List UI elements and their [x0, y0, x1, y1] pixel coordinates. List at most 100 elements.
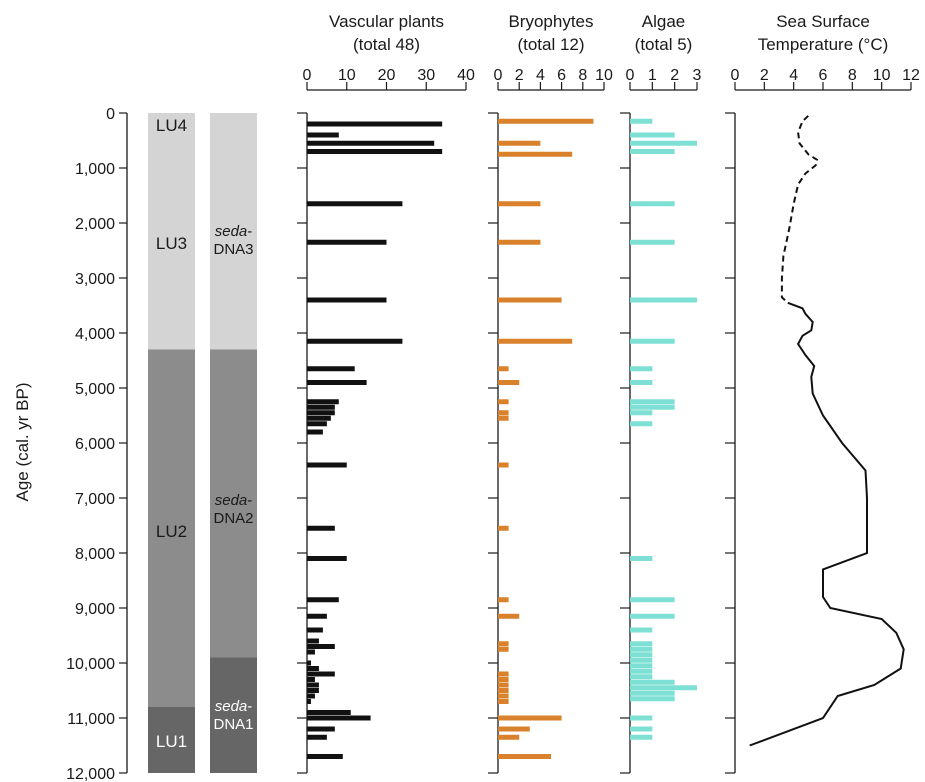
panel-x-tick-label: 2 [670, 67, 679, 84]
data-bar [307, 525, 335, 531]
lithology-unit [148, 707, 195, 773]
sedadna-zone [210, 349, 257, 658]
data-bar [630, 366, 653, 372]
sst-subtitle: Temperature (°C) [758, 35, 889, 54]
data-bar [498, 399, 509, 405]
data-bar [307, 366, 355, 372]
data-bar [307, 132, 339, 138]
data-bar [630, 627, 653, 633]
data-bar [307, 597, 339, 603]
sedadna-zone-label: DNA2 [213, 510, 253, 527]
sst-x-tick-label: 8 [848, 67, 857, 84]
data-bar [498, 613, 520, 619]
sedadna-hyphen: - [247, 698, 252, 715]
panel-x-tick-label: 0 [303, 67, 312, 84]
data-bar [307, 715, 371, 721]
data-bar [498, 693, 509, 699]
age-tick-label: 2,000 [75, 216, 115, 233]
data-bar [307, 688, 319, 693]
sedadna-zone-label-prefix: seda- [215, 223, 253, 240]
sedadna-italic: seda [215, 223, 248, 240]
data-bar [498, 380, 520, 385]
lithology-unit-label: LU4 [156, 116, 187, 135]
data-bar [498, 699, 509, 704]
lithology-unit [148, 113, 195, 135]
data-bar [307, 613, 327, 619]
data-bar [630, 652, 653, 658]
panel-x-tick-label: 20 [378, 67, 396, 84]
data-bar [307, 140, 435, 146]
panel-x-tick-label: 1 [648, 67, 657, 84]
data-bar [307, 429, 323, 435]
panel-x-tick-label: 3 [693, 67, 702, 84]
age-axis-label: Age (cal. yr BP) [13, 382, 32, 501]
sedadna-zone-label-prefix: seda- [215, 698, 253, 715]
lithology-unit [148, 135, 195, 350]
data-bar [307, 649, 315, 655]
data-bar [498, 646, 509, 652]
data-bar [630, 149, 675, 154]
data-bar [307, 410, 335, 416]
age-tick-label: 6,000 [75, 436, 115, 453]
data-bar [307, 556, 347, 561]
data-bar [630, 410, 653, 416]
data-bar [630, 404, 675, 410]
panel-x-tick-label: 40 [457, 67, 475, 84]
sedadna-zone-label: DNA3 [213, 241, 253, 258]
data-bar [630, 380, 653, 385]
lithology-unit-label: LU2 [156, 522, 187, 541]
sedadna-zone [210, 657, 257, 773]
age-tick-label: 11,000 [67, 711, 115, 728]
data-bar [307, 638, 319, 644]
sedadna-hyphen: - [247, 223, 252, 240]
sedadna-zone-label-prefix: seda- [215, 492, 253, 509]
sst-x-tick-label: 2 [760, 67, 769, 84]
lithology-unit [148, 349, 195, 707]
data-bar [498, 140, 541, 146]
panel-x-tick-label: 10 [338, 67, 356, 84]
data-bar [307, 671, 335, 677]
sedadna-italic: seda [215, 698, 248, 715]
data-bar [630, 297, 697, 303]
age-tick-label: 9,000 [75, 601, 115, 618]
data-bar [307, 338, 403, 344]
data-bar [630, 668, 653, 674]
data-bar [630, 338, 675, 344]
panel-subtitle: (total 48) [353, 35, 420, 54]
lithology-unit-label: LU1 [156, 732, 187, 751]
sst-x-tick-label: 4 [789, 67, 798, 84]
data-bar [498, 201, 541, 207]
sedadna-hyphen: - [247, 492, 252, 509]
data-bar [498, 410, 509, 416]
data-bar [498, 525, 509, 531]
data-bar [307, 693, 315, 699]
data-bar [630, 140, 697, 146]
data-bar [307, 399, 339, 405]
data-bar [630, 663, 653, 669]
sea-surface-temperature-panel: Sea Surface Temperature (°C) 0 2 4 6 8 10 12 [725, 12, 920, 774]
age-tick-label: 0 [106, 106, 115, 123]
data-bar [307, 699, 311, 704]
data-bar [498, 597, 509, 603]
data-bar [307, 404, 335, 410]
age-tick-label: 1,000 [75, 161, 115, 178]
data-bar [307, 682, 319, 688]
data-bar [498, 715, 562, 721]
data-bar [498, 754, 551, 759]
bryophytes-panel: Bryophytes (total 12) 0 2 4 6 8 10 [488, 12, 613, 774]
data-bar [630, 201, 675, 207]
age-axis: 0 1,000 2,000 3,000 4,000 5,000 6,000 7,000 8,00… [66, 106, 128, 782]
data-bar [307, 121, 443, 127]
data-bar [307, 710, 351, 715]
age-tick-label: 7,000 [75, 491, 115, 508]
data-bar [498, 297, 562, 303]
panel-title: Algae [642, 12, 685, 31]
data-bar [307, 201, 403, 207]
data-bar [630, 118, 653, 124]
age-tick-label: 12,000 [66, 766, 115, 782]
lithology-column: LU4 LU3 LU2 LU1 [148, 113, 195, 773]
data-bar [630, 734, 653, 740]
data-bar [630, 679, 675, 685]
age-tick-label: 3,000 [75, 271, 115, 288]
